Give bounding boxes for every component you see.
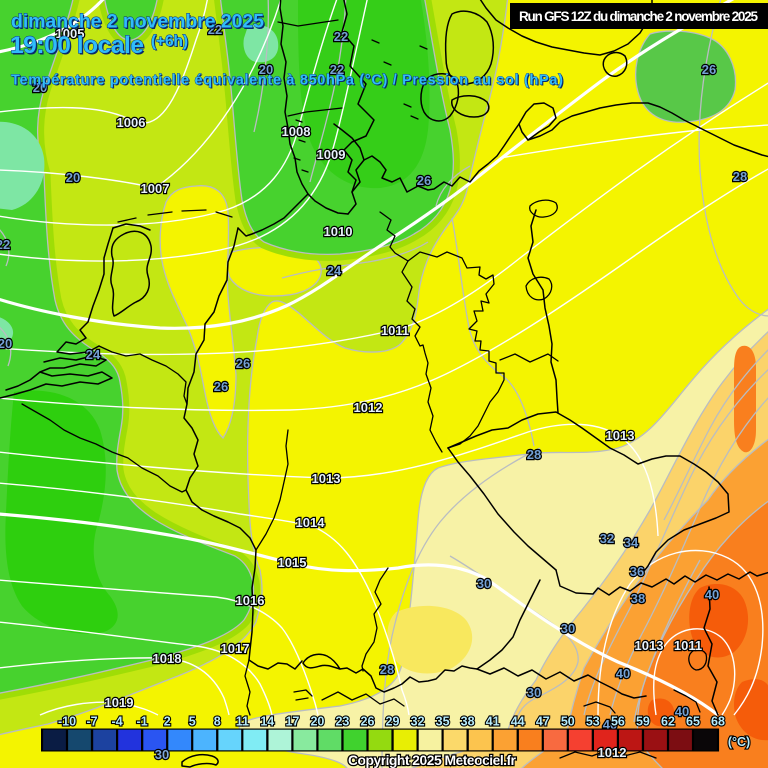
svg-text:28: 28 (733, 169, 747, 184)
svg-text:20: 20 (33, 80, 47, 95)
svg-text:56: 56 (611, 715, 625, 729)
svg-text:30: 30 (155, 747, 169, 762)
svg-text:44: 44 (511, 715, 525, 729)
svg-text:Température potentielle équiva: Température potentielle équivalente à 85… (12, 74, 564, 90)
svg-text:26: 26 (361, 715, 375, 729)
svg-text:dimanche 2 novembre 2025: dimanche 2 novembre 2025 (11, 11, 264, 33)
svg-text:24: 24 (86, 347, 101, 362)
svg-text:26: 26 (702, 62, 716, 77)
svg-text:20: 20 (66, 170, 80, 185)
svg-text:-7: -7 (86, 715, 97, 729)
svg-text:53: 53 (586, 715, 600, 729)
svg-text:28: 28 (527, 447, 541, 462)
svg-text:1018: 1018 (153, 651, 182, 666)
svg-text:47: 47 (536, 715, 550, 729)
svg-text:30: 30 (561, 621, 575, 636)
svg-text:38: 38 (631, 591, 645, 606)
svg-text:62: 62 (661, 715, 675, 729)
svg-text:-4: -4 (112, 715, 123, 729)
svg-text:59: 59 (636, 715, 650, 729)
svg-text:22: 22 (334, 29, 348, 44)
svg-text:1011: 1011 (381, 323, 409, 338)
svg-text:38: 38 (461, 715, 475, 729)
svg-text:1009: 1009 (317, 147, 346, 162)
svg-text:Copyright 2025 Meteociel.fr: Copyright 2025 Meteociel.fr (348, 752, 517, 768)
svg-text:20: 20 (0, 336, 12, 351)
svg-text:1013: 1013 (635, 638, 664, 653)
svg-text:22: 22 (0, 237, 10, 252)
svg-text:17: 17 (285, 715, 299, 729)
svg-text:11: 11 (236, 715, 249, 729)
svg-text:20: 20 (310, 715, 324, 729)
svg-text:(°C): (°C) (728, 735, 750, 749)
svg-text:32: 32 (411, 715, 425, 729)
svg-text:1005: 1005 (56, 26, 85, 41)
svg-text:34: 34 (624, 535, 639, 550)
svg-text:19:00 locale: 19:00 locale (10, 32, 144, 59)
svg-text:14: 14 (260, 715, 274, 729)
svg-text:8: 8 (214, 715, 221, 729)
svg-text:1014: 1014 (296, 515, 326, 530)
svg-text:22: 22 (330, 62, 344, 77)
svg-text:65: 65 (686, 715, 700, 729)
svg-text:1010: 1010 (324, 224, 353, 239)
svg-text:29: 29 (386, 715, 400, 729)
svg-text:1013: 1013 (312, 471, 341, 486)
svg-text:Température potentielle équiva: Température potentielle équivalente à 85… (11, 72, 563, 88)
svg-text:dimanche 2 novembre 2025: dimanche 2 novembre 2025 (12, 12, 265, 34)
svg-text:35: 35 (436, 715, 450, 729)
svg-text:32: 32 (600, 531, 614, 546)
svg-text:28: 28 (380, 662, 394, 677)
svg-text:30: 30 (477, 576, 491, 591)
svg-text:(+6h): (+6h) (151, 33, 188, 50)
svg-text:22: 22 (208, 22, 222, 37)
svg-text:24: 24 (327, 263, 342, 278)
svg-text:23: 23 (335, 715, 349, 729)
svg-text:68: 68 (711, 715, 725, 729)
svg-text:(+6h): (+6h) (152, 34, 189, 51)
svg-text:40: 40 (705, 587, 719, 602)
svg-text:30: 30 (527, 685, 541, 700)
svg-text:-10: -10 (58, 715, 76, 729)
svg-text:36: 36 (630, 564, 644, 579)
svg-text:1017: 1017 (221, 641, 250, 656)
svg-text:1015: 1015 (278, 555, 307, 570)
svg-text:1008: 1008 (282, 124, 311, 139)
svg-text:40: 40 (675, 704, 689, 719)
svg-text:1007: 1007 (141, 181, 170, 196)
svg-text:20: 20 (259, 62, 273, 77)
svg-text:26: 26 (417, 173, 431, 188)
svg-text:41: 41 (486, 715, 500, 729)
svg-text:26: 26 (214, 379, 228, 394)
svg-text:50: 50 (561, 715, 575, 729)
svg-text:-1: -1 (137, 715, 148, 729)
svg-text:1019: 1019 (105, 695, 134, 710)
svg-text:19:00 locale: 19:00 locale (11, 33, 145, 60)
svg-text:40: 40 (616, 666, 630, 681)
svg-text:2: 2 (164, 715, 171, 729)
svg-text:1016: 1016 (236, 593, 265, 608)
svg-text:1012: 1012 (598, 745, 627, 760)
svg-text:1006: 1006 (117, 115, 146, 130)
svg-text:1012: 1012 (354, 400, 383, 415)
svg-text:5: 5 (189, 715, 196, 729)
svg-text:1011: 1011 (674, 638, 702, 653)
svg-text:26: 26 (236, 356, 250, 371)
svg-text:1013: 1013 (606, 428, 635, 443)
svg-text:Run GFS 12Z du dimanche 2 nove: Run GFS 12Z du dimanche 2 novembre 2025 (519, 9, 758, 24)
